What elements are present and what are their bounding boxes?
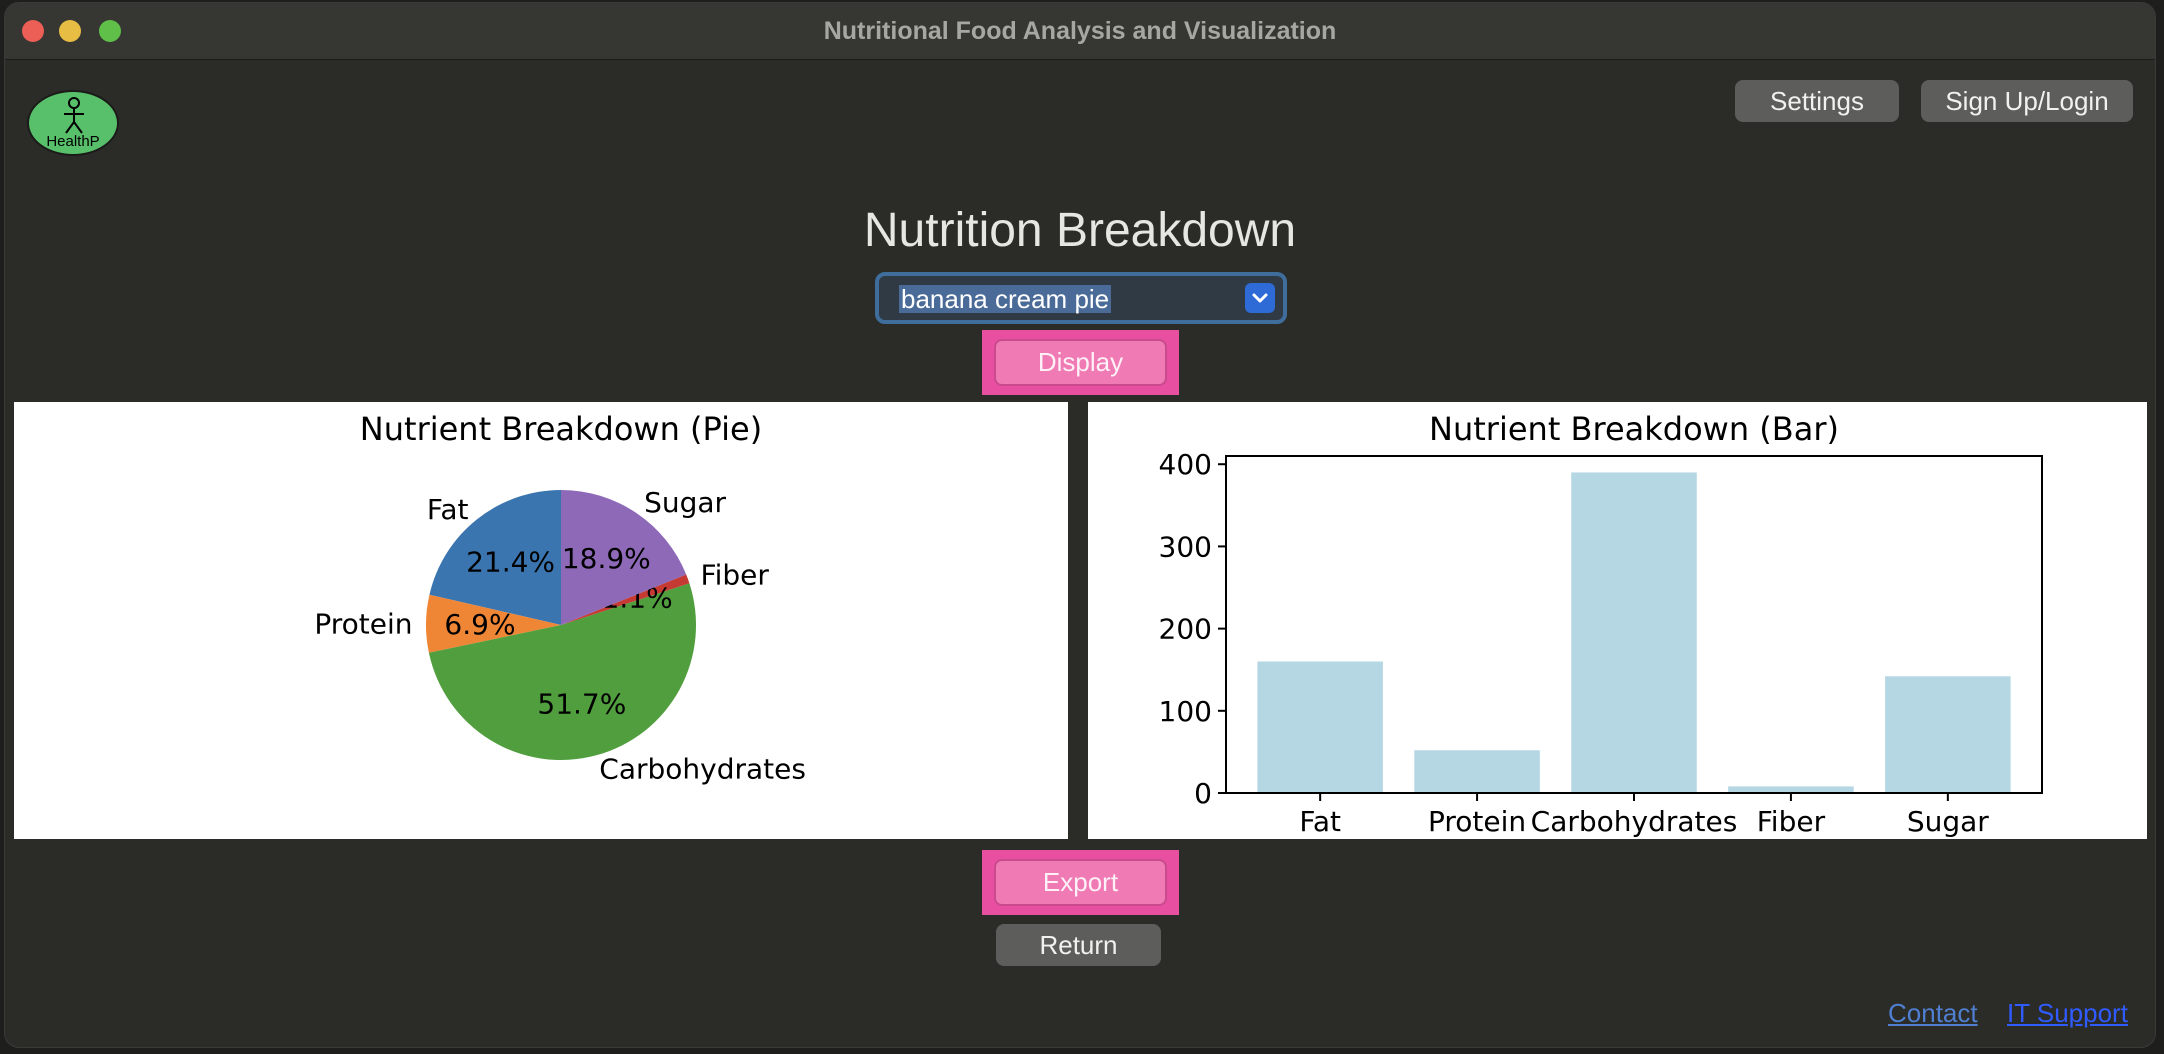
bar-chart: Nutrient Breakdown (Bar) Fat Protein Carboh…: [1159, 410, 2043, 838]
bar-chart-title: Nutrient Breakdown (Bar): [1429, 410, 1839, 448]
maximize-window-button[interactable]: [99, 20, 121, 42]
pie-percent-carbohydrates: 51.7%: [537, 687, 626, 720]
pie-percent-protein: 6.9%: [444, 608, 515, 641]
export-button[interactable]: Export: [994, 859, 1167, 906]
pie-label-fiber: Fiber: [701, 558, 770, 591]
export-button-frame: Export: [982, 850, 1179, 915]
app-window: Nutritional Food Analysis and Visualizat…: [5, 3, 2155, 1047]
return-button[interactable]: Return: [996, 924, 1161, 966]
pie-label-protein: Protein: [314, 608, 412, 641]
display-button[interactable]: Display: [994, 339, 1167, 386]
minimize-window-button[interactable]: [59, 20, 81, 42]
y-tick-label: 300: [1159, 530, 1212, 563]
pie-chart-title: Nutrient Breakdown (Pie): [360, 410, 762, 448]
pie-slice-fat: [429, 490, 561, 625]
chevron-down-icon[interactable]: [1245, 283, 1275, 313]
logo-text: HealthP: [46, 133, 100, 150]
page-title: Nutrition Breakdown: [863, 204, 1297, 257]
bar-fiber: [1728, 786, 1854, 793]
bar-fat: [1257, 661, 1383, 793]
pie-chart-panel: Nutrient Breakdown (Pie) Fat 21.4% Protein 6…: [14, 402, 1068, 839]
y-tick-label: 0: [1194, 777, 1212, 810]
pie-slice-protein: [425, 594, 561, 653]
it-support-link[interactable]: IT Support: [2007, 998, 2128, 1028]
pie-percent-fat: 21.4%: [466, 546, 555, 579]
x-tick-label-fat: Fat: [1299, 805, 1341, 838]
title-bar: Nutritional Food Analysis and Visualizat…: [5, 3, 2155, 60]
bar-sugar: [1885, 676, 2011, 793]
pie-chart: Nutrient Breakdown (Pie) Fat 21.4% Protein 6…: [314, 410, 806, 785]
stick-figure-icon: [64, 97, 84, 134]
window-title: Nutritional Food Analysis and Visualizat…: [823, 17, 1337, 45]
signup-login-button[interactable]: Sign Up/Login: [1921, 80, 2133, 122]
x-tick-label-protein: Protein: [1428, 805, 1526, 838]
settings-button[interactable]: Settings: [1735, 80, 1899, 122]
pie-percent-sugar: 18.9%: [562, 542, 651, 575]
y-tick-label: 200: [1159, 613, 1212, 646]
display-button-frame: Display: [982, 330, 1179, 395]
food-select-dropdown[interactable]: banana cream pie: [875, 272, 1287, 324]
app-logo: HealthP: [27, 90, 119, 156]
bar-plot-frame: [1225, 455, 2043, 794]
close-window-button[interactable]: [22, 20, 44, 42]
x-tick-label-fiber: Fiber: [1757, 805, 1826, 838]
contact-link[interactable]: Contact: [1888, 998, 1978, 1028]
pie-slice-carbohydrates: [428, 583, 696, 760]
pie-slice-fiber: [561, 574, 690, 625]
y-tick-label: 400: [1159, 448, 1212, 481]
bar-carbohydrates: [1571, 472, 1697, 793]
bar-chart-panel: Nutrient Breakdown (Bar) Fat Protein Carboh…: [1088, 402, 2147, 839]
x-tick-label-sugar: Sugar: [1907, 805, 1989, 838]
pie-slice-sugar: [561, 490, 687, 625]
bar-protein: [1414, 750, 1540, 793]
pie-label-carbohydrates: Carbohydrates: [599, 752, 806, 785]
pie-label-sugar: Sugar: [644, 486, 726, 519]
food-select-value: banana cream pie: [899, 284, 1112, 314]
pie-label-fat: Fat: [427, 493, 469, 526]
x-tick-label-carbohydrates: Carbohydrates: [1531, 805, 1738, 838]
y-tick-label: 100: [1159, 695, 1212, 728]
